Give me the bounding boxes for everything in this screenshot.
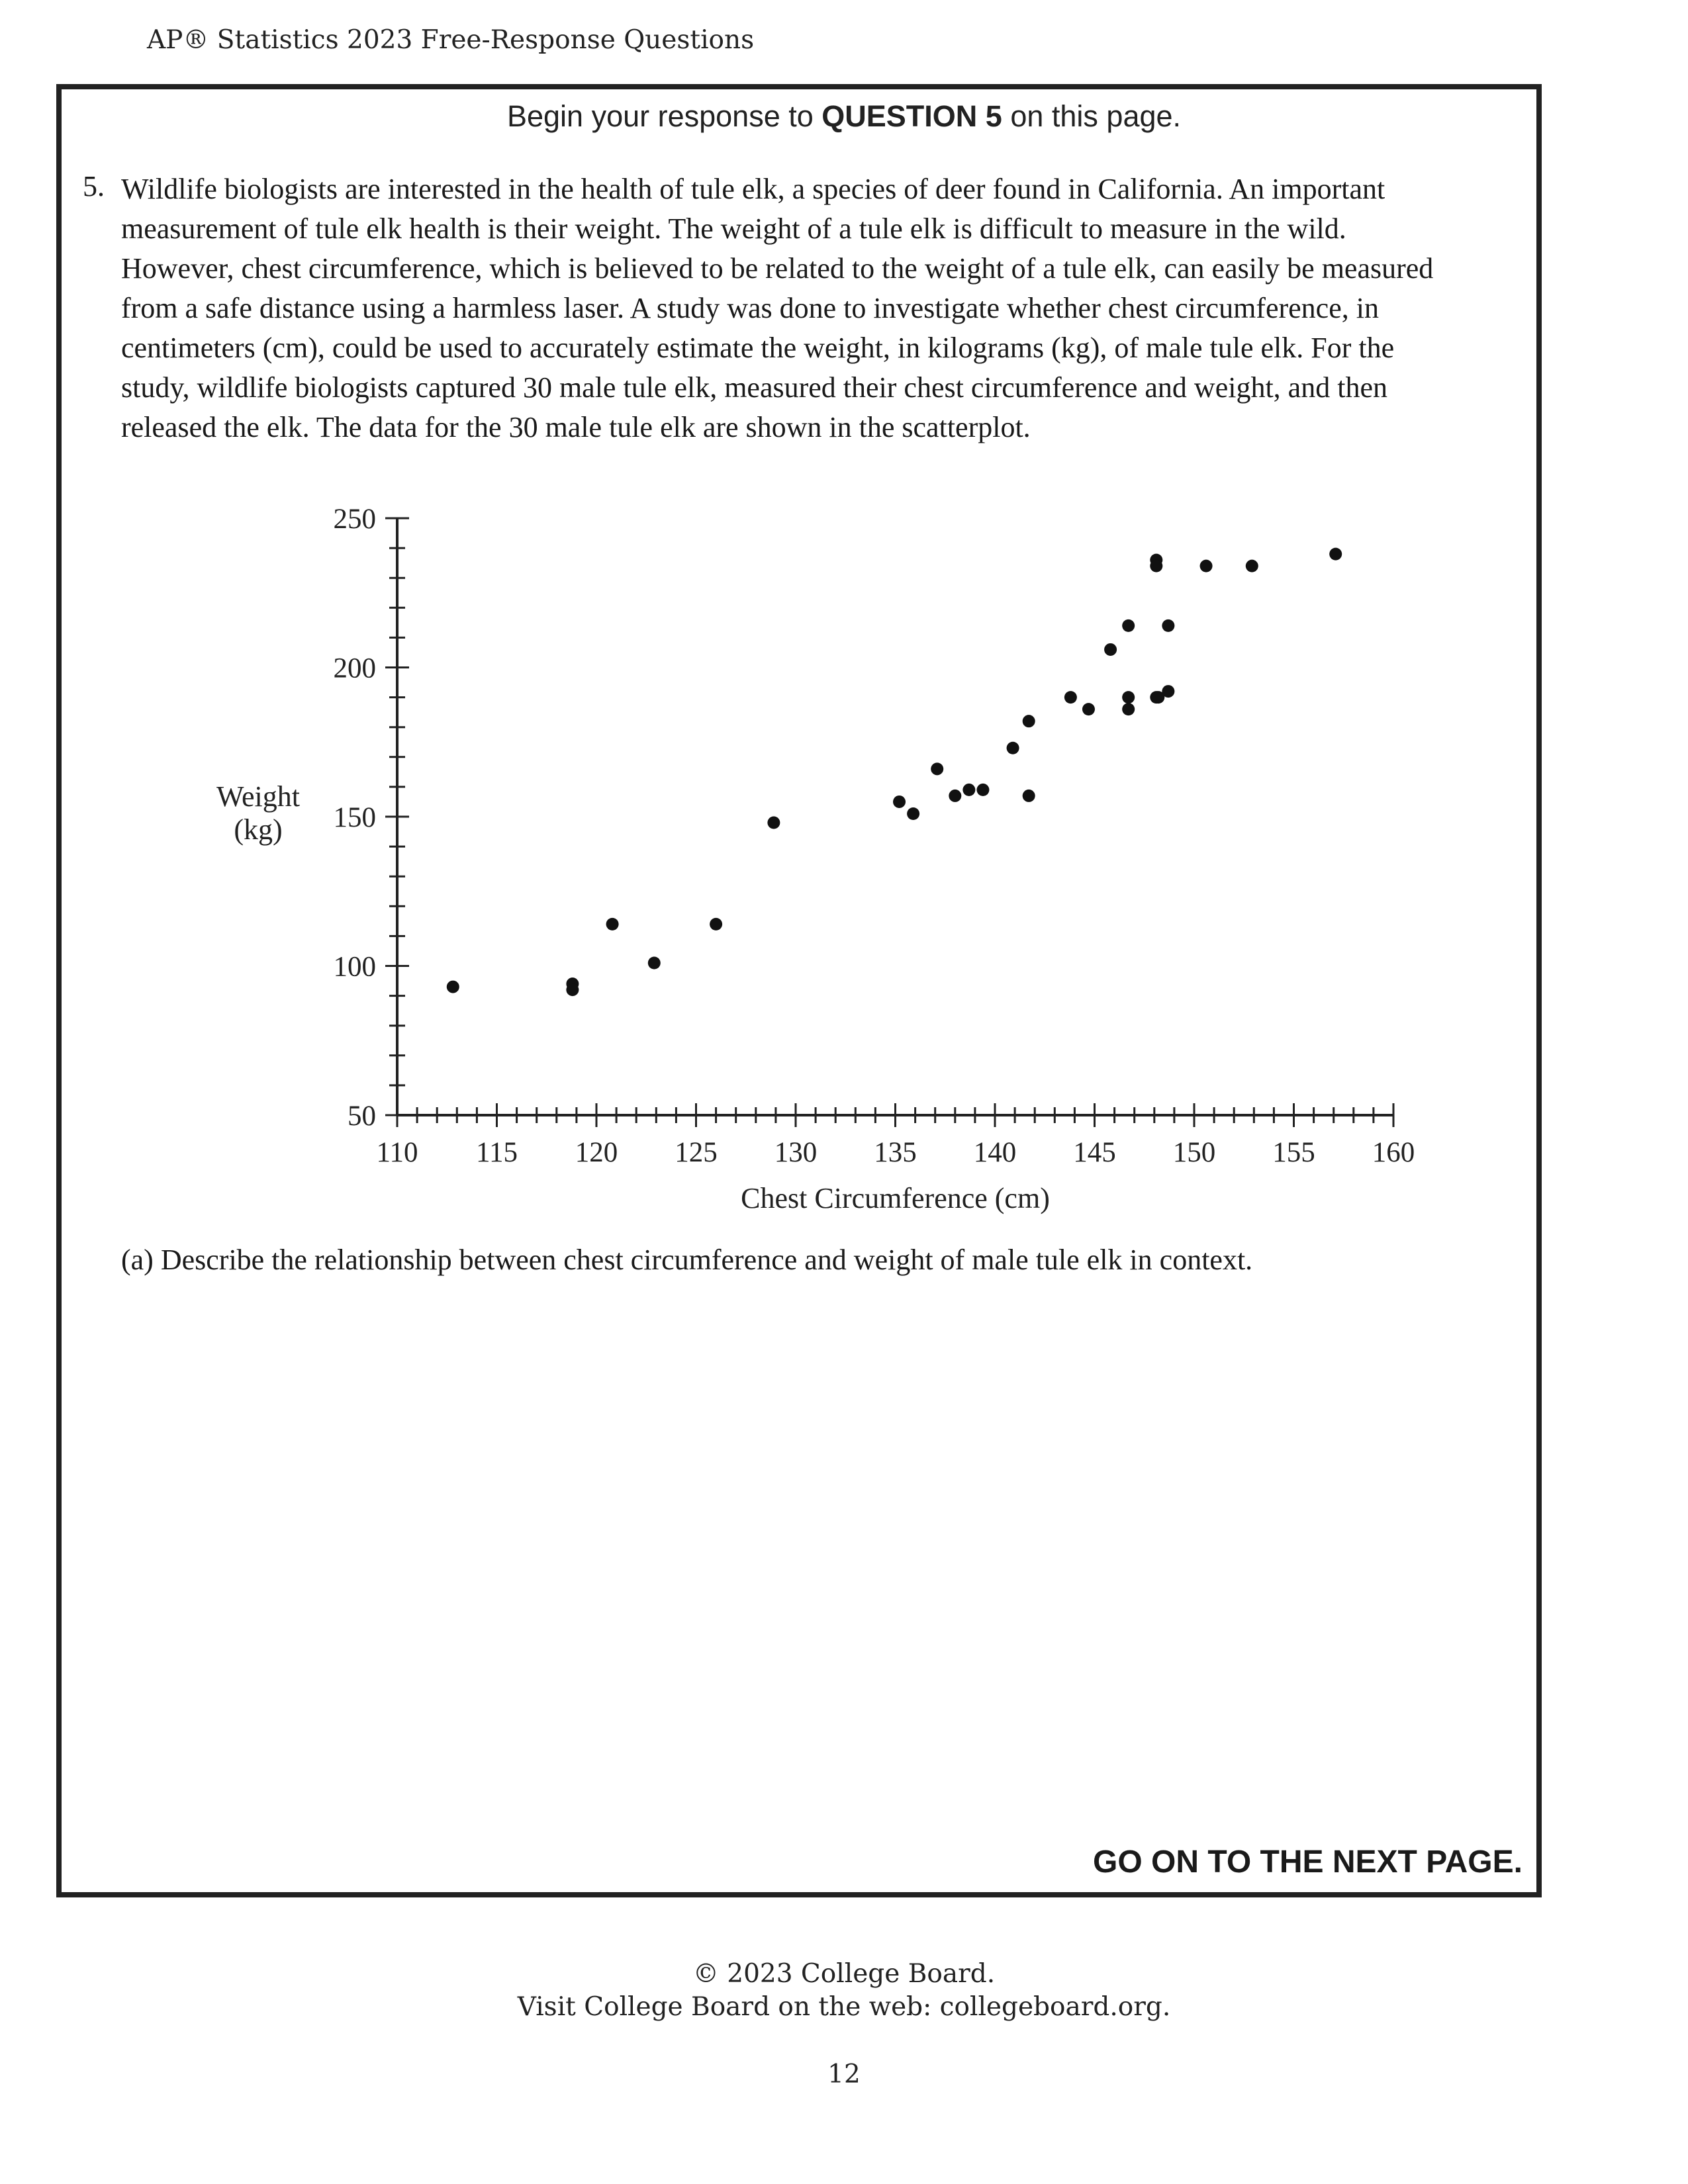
go-on-next-page: GO ON TO THE NEXT PAGE. — [1093, 1844, 1523, 1880]
data-point — [1082, 703, 1095, 716]
begin-response-line: Begin your response to QUESTION 5 on thi… — [0, 99, 1688, 134]
x-tick-label: 130 — [774, 1137, 818, 1168]
x-axis-title: Chest Circumference (cm) — [741, 1182, 1050, 1214]
x-tick-label: 115 — [476, 1137, 518, 1168]
data-point — [962, 783, 976, 796]
data-point — [1006, 741, 1019, 754]
copyright-line: © 2023 College Board. — [692, 1959, 996, 1989]
y-tick-label: 150 — [334, 802, 377, 833]
question-paragraph: Wildlife biologists are interested in th… — [121, 173, 1434, 443]
begin-suffix: on this page. — [1002, 99, 1182, 133]
data-point — [566, 983, 579, 997]
data-point — [931, 762, 944, 776]
data-point — [1122, 691, 1135, 704]
data-point — [1199, 559, 1213, 572]
data-point — [647, 956, 661, 970]
data-point — [1122, 703, 1135, 716]
data-point — [606, 917, 619, 931]
data-point — [893, 795, 906, 808]
question-label: QUESTION 5 — [821, 99, 1002, 133]
data-point — [949, 789, 962, 802]
x-tick-label: 125 — [675, 1137, 718, 1168]
data-point — [1022, 715, 1035, 728]
data-point — [1150, 559, 1163, 572]
chart-points — [446, 547, 1342, 997]
data-point — [1245, 559, 1258, 572]
y-axis-title-line1: Weight — [216, 780, 300, 813]
data-point — [1122, 619, 1135, 632]
data-point — [1152, 691, 1165, 704]
x-tick-label: 120 — [575, 1137, 618, 1168]
chart-axes — [396, 518, 1393, 1116]
data-point — [1104, 643, 1117, 656]
x-tick-label: 140 — [974, 1137, 1017, 1168]
data-point — [767, 816, 780, 829]
data-point — [1162, 685, 1175, 698]
data-point — [1022, 789, 1035, 802]
x-tick-label: 110 — [377, 1137, 418, 1168]
y-axis-title-line2: (kg) — [234, 813, 282, 846]
x-tick-label: 145 — [1073, 1137, 1116, 1168]
data-point — [1064, 691, 1077, 704]
data-point — [1162, 619, 1175, 632]
question-number: 5. — [83, 170, 105, 203]
part-a-prompt: (a) Describe the relationship between ch… — [121, 1244, 1253, 1276]
data-point — [976, 783, 990, 796]
data-point — [1329, 547, 1342, 561]
website-line: Visit College Board on the web: collegeb… — [517, 1992, 1171, 2022]
x-tick-label: 135 — [874, 1137, 917, 1168]
y-tick-label: 100 — [334, 952, 377, 983]
y-tick-label: 200 — [334, 653, 377, 684]
x-tick-label: 150 — [1173, 1137, 1216, 1168]
x-tick-label: 160 — [1372, 1137, 1415, 1168]
chart-ticks — [385, 517, 1395, 1127]
response-frame — [56, 84, 1542, 1897]
page-number: 12 — [827, 2060, 861, 2089]
x-tick-label: 155 — [1272, 1137, 1315, 1168]
y-tick-label: 50 — [348, 1101, 376, 1132]
chart-tick-labels: 110 115 120 125 130 135 140 145 150 155 160 50 100 15… — [334, 504, 1415, 1168]
exam-header: AP® Statistics 2023 Free-Response Questi… — [147, 25, 755, 55]
y-tick-label: 250 — [334, 504, 377, 535]
data-point — [710, 917, 723, 931]
begin-prefix: Begin your response to — [506, 99, 822, 133]
data-point — [907, 807, 920, 820]
data-point — [446, 980, 459, 993]
